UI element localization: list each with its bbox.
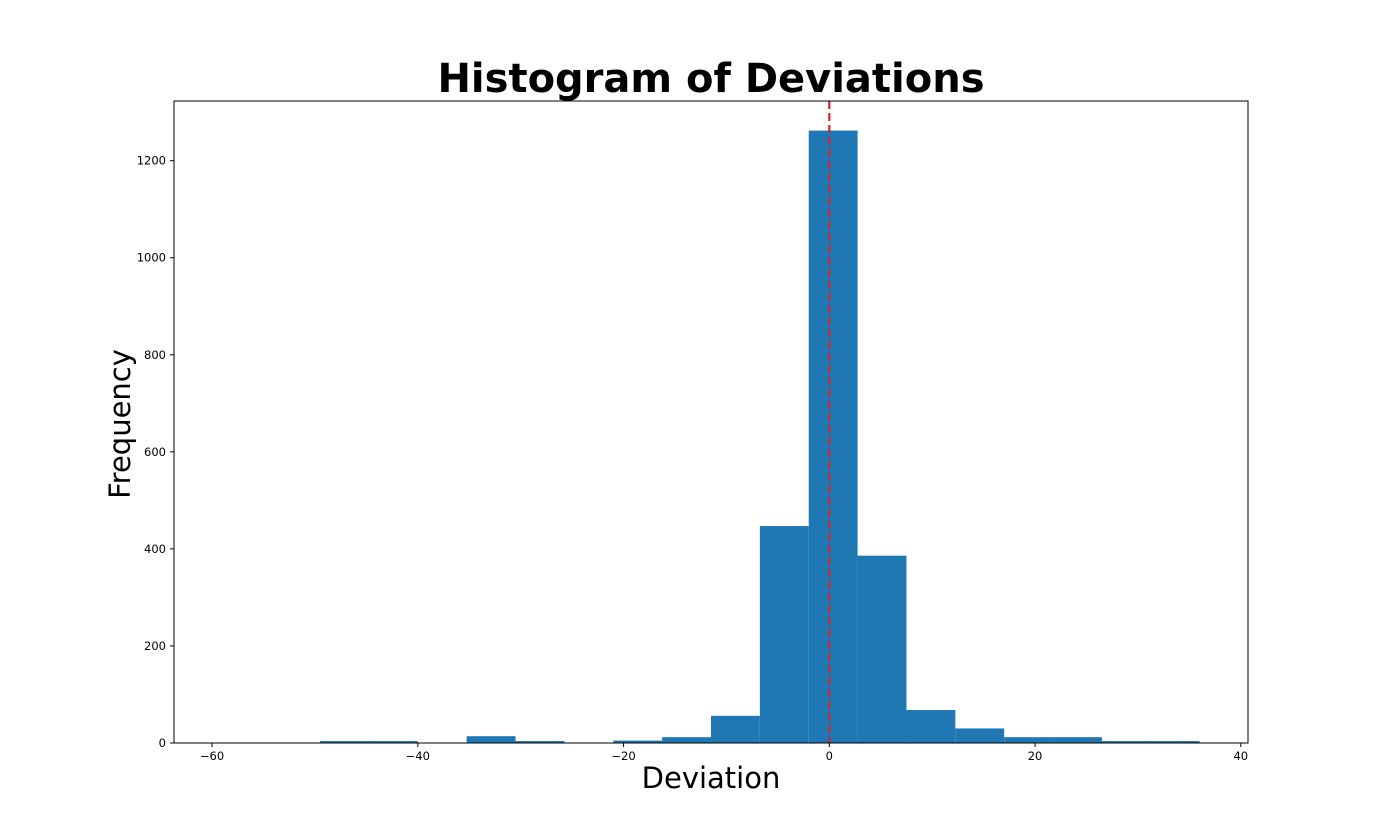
histogram-bar	[906, 710, 956, 743]
histogram-bar	[808, 130, 858, 744]
x-axis-label: Deviation	[642, 761, 781, 795]
x-tick-label: 0	[826, 749, 833, 763]
y-tick-label: 200	[144, 639, 166, 653]
histogram-bar	[1053, 737, 1102, 743]
y-tick-label: 1200	[137, 154, 166, 168]
y-axis-label: Frequency	[103, 349, 137, 499]
histogram-bar	[857, 555, 907, 743]
chart-title: Histogram of Deviations	[437, 56, 984, 102]
histogram-bar	[368, 741, 418, 743]
y-axis-ticks: 0 200 400 600 800 1000 1200	[137, 154, 174, 750]
histogram-bar	[466, 736, 516, 743]
x-tick-label: 40	[1233, 749, 1248, 763]
x-tick-label: −60	[200, 749, 224, 763]
y-tick-label: 600	[144, 445, 166, 459]
histogram-bar	[1004, 737, 1054, 743]
x-tick-label: −20	[611, 749, 635, 763]
bars-layer	[222, 130, 1200, 744]
y-tick-label: 0	[159, 736, 166, 750]
x-axis-ticks: −60 −40 −20 0 20 40	[200, 743, 1248, 763]
histogram-bar	[1150, 741, 1200, 743]
x-tick-label: 20	[1028, 749, 1043, 763]
plot-area-frame	[173, 100, 1249, 744]
histogram-bar	[759, 526, 809, 743]
histogram-bar	[662, 737, 711, 743]
histogram-bar	[320, 741, 369, 743]
x-tick-label: −40	[406, 749, 430, 763]
histogram-bar	[613, 740, 663, 743]
y-tick-label: 400	[144, 542, 166, 556]
histogram-bar	[955, 728, 1005, 743]
y-tick-label: 800	[144, 348, 166, 362]
histogram-bar	[515, 741, 565, 743]
histogram-bar	[1101, 741, 1151, 743]
histogram-bar	[711, 715, 760, 743]
y-tick-label: 1000	[137, 251, 166, 265]
